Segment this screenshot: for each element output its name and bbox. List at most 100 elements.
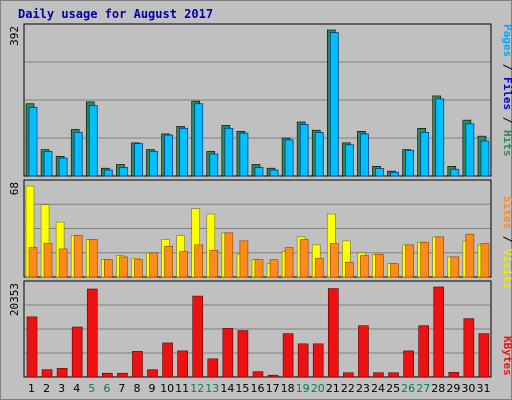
files-bar: [405, 149, 415, 177]
x-tick-label: 21: [326, 382, 340, 395]
kbytes-bar: [162, 342, 173, 378]
files-bar: [375, 168, 384, 177]
files-bar: [43, 151, 53, 177]
sites-bar: [194, 244, 204, 278]
files-bar: [118, 167, 128, 177]
files-bar: [360, 133, 369, 177]
y-max-label-visitors: 68: [8, 182, 21, 195]
chart-title: Daily usage for August 2017: [18, 7, 214, 21]
kbytes-bar: [388, 372, 399, 378]
sites-bar: [480, 243, 490, 278]
x-tick-label: 17: [266, 382, 280, 395]
files-bar: [88, 105, 98, 177]
kbytes-bar: [312, 343, 324, 378]
kbytes-bar: [478, 333, 490, 378]
sites-bar: [224, 232, 234, 278]
kbytes-bar: [237, 330, 249, 378]
kbytes-bar: [56, 368, 68, 378]
kbytes-bar: [192, 295, 204, 378]
kbytes-bar: [252, 371, 264, 378]
sites-bar: [435, 236, 445, 278]
side-label-visitors: Sites / Visits: [501, 196, 512, 289]
kbytes-bar: [403, 350, 414, 378]
side-label-part: Sites: [501, 196, 512, 229]
kbytes-bar: [117, 372, 128, 378]
x-tick-label: 24: [371, 382, 385, 395]
kbytes-bar: [343, 372, 354, 378]
sites-bar: [119, 256, 128, 278]
sites-bar: [149, 252, 158, 278]
sites-bar: [254, 259, 264, 278]
x-tick-label: 15: [235, 382, 249, 395]
x-tick-label: 18: [281, 382, 295, 395]
sites-bar: [465, 233, 475, 278]
kbytes-bar: [297, 343, 309, 378]
x-tick-label: 19: [296, 382, 310, 395]
files-bar: [209, 153, 219, 177]
kbytes-bar: [418, 325, 429, 378]
side-label-bytes: KBytes: [501, 336, 512, 376]
files-bar: [239, 132, 249, 177]
files-bar: [28, 107, 38, 177]
sites-bar: [360, 255, 369, 278]
x-tick-label: 9: [149, 382, 156, 395]
x-tick-label: 12: [190, 382, 204, 395]
files-bar: [103, 169, 113, 177]
x-tick-label: 27: [416, 382, 430, 395]
side-label-part: KBytes: [501, 336, 512, 376]
sites-bar: [88, 239, 98, 278]
kbytes-bar: [41, 369, 53, 378]
sites-bar: [58, 248, 68, 278]
x-tick-label: 16: [251, 382, 265, 395]
x-tick-label: 10: [160, 382, 174, 395]
side-label-part: Pages: [501, 24, 512, 57]
files-bar: [329, 32, 339, 177]
files-bar: [299, 124, 309, 177]
kbytes-bar: [222, 328, 234, 378]
side-label-usage: Pages / Files / Hits: [501, 24, 512, 157]
files-bar: [179, 127, 189, 177]
kbytes-bar: [282, 333, 294, 378]
x-tick-label: 30: [461, 382, 475, 395]
x-tick-label: 23: [356, 382, 370, 395]
side-label-part: /: [501, 229, 512, 249]
files-bar: [480, 140, 490, 177]
files-bar: [224, 127, 234, 177]
side-legends: Pages / Files / Hits Sites / Visits KBytes: [501, 24, 512, 376]
kbytes-bar: [358, 325, 369, 378]
files-bar: [420, 132, 430, 177]
sites-bar: [28, 247, 38, 278]
kbytes-bar: [26, 316, 38, 378]
x-axis-labels: 1 2 3 4 5 6 7 8 9 10 11 12 13 14 15 16 17 18 19 20 21 22 23 24 2…: [28, 382, 490, 395]
sites-bar: [420, 241, 429, 278]
sites-bar: [179, 251, 188, 278]
sites-bar: [239, 240, 249, 278]
x-tick-label: 26: [401, 382, 415, 395]
side-label-part: Visits: [501, 249, 512, 289]
kbytes-bar: [71, 326, 83, 378]
x-tick-label: 6: [103, 382, 110, 395]
kbytes-bar: [86, 288, 98, 378]
x-tick-label: 4: [73, 382, 80, 395]
sites-bar: [134, 259, 143, 278]
kbytes-bar: [327, 288, 339, 378]
sites-bar: [269, 259, 279, 278]
chart-panels: [23, 23, 492, 378]
x-tick-label: 20: [311, 382, 325, 395]
sites-bar: [314, 257, 324, 278]
files-bar: [465, 123, 475, 177]
side-label-part: /: [501, 110, 512, 130]
x-tick-label: 28: [431, 382, 445, 395]
x-tick-label: 1: [28, 382, 35, 395]
kbytes-bar: [433, 286, 445, 378]
x-tick-label: 11: [175, 382, 189, 395]
sites-bar: [209, 249, 219, 278]
sites-bar: [329, 243, 339, 278]
files-bar: [390, 171, 399, 177]
y-max-label-usage: 392: [8, 26, 21, 46]
y-max-label-bytes: 20353: [8, 283, 21, 316]
sites-bar: [104, 259, 113, 278]
files-bar: [164, 134, 173, 177]
x-tick-label: 22: [341, 382, 355, 395]
side-label-part: Files: [501, 77, 512, 110]
